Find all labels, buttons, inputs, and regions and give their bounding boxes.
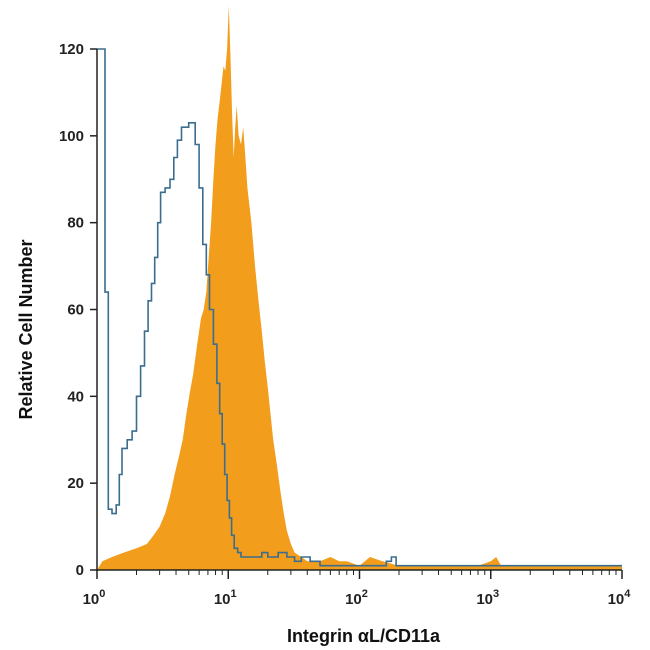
series-layer	[97, 5, 622, 571]
x-tick-label: 103	[476, 588, 499, 608]
x-ticks: 100 101 102 103 104	[83, 570, 632, 608]
y-tick-label: 60	[67, 302, 84, 319]
y-tick-label: 80	[67, 215, 84, 232]
y-tick-label: 0	[76, 562, 84, 579]
x-tick-label: 104	[608, 588, 632, 608]
y-axis-title: Relative Cell Number	[16, 239, 36, 419]
filled-histogram-series	[97, 5, 622, 571]
x-tick-label: 102	[345, 588, 368, 608]
y-tick-label: 100	[59, 128, 84, 145]
y-tick-label: 20	[67, 475, 84, 492]
y-ticks: 0 20 40 60 80 100 120	[59, 41, 97, 579]
x-axis-title: Integrin αL/CD11a	[287, 626, 441, 646]
x-tick-label: 101	[214, 588, 237, 608]
y-tick-label: 40	[67, 388, 84, 405]
y-tick-label: 120	[59, 41, 84, 58]
x-tick-label: 100	[83, 588, 106, 608]
outline-histogram-series	[97, 48, 622, 567]
